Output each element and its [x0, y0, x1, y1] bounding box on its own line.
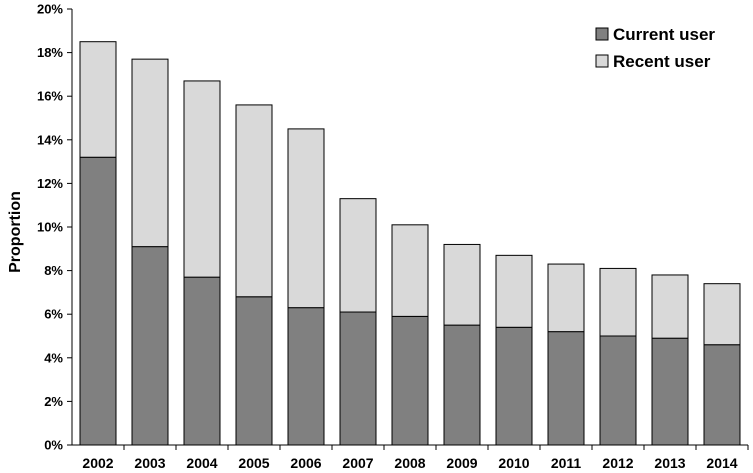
legend-label-recent-user: Recent user: [613, 52, 711, 71]
y-axis-label: Proportion: [7, 191, 24, 273]
bar-current-user-2014: [703, 344, 741, 446]
y-tick-label-8: 8%: [44, 263, 63, 278]
bar-recent-user-2014: [703, 283, 741, 346]
x-tick-label-2006: 2006: [290, 455, 321, 471]
y-ticks-group: 0% 2% 4% 6% 8% 10% 12% 14% 16% 18% 20%: [37, 2, 63, 453]
y-tick-label-16: 16%: [37, 89, 63, 104]
x-tick-label-2005: 2005: [238, 455, 269, 471]
bar-recent-user-2003: [131, 58, 169, 248]
y-tick-label-0: 0%: [44, 438, 63, 453]
x-tick-label-2004: 2004: [186, 455, 217, 471]
bar-current-user-2003: [131, 246, 169, 446]
legend-label-current-user: Current user: [613, 25, 715, 44]
bar-current-user-2013: [651, 337, 689, 446]
y-tick-label-20: 20%: [37, 2, 63, 17]
x-tick-label-2009: 2009: [446, 455, 477, 471]
x-tick-label-2003: 2003: [134, 455, 165, 471]
legend: Current user Recent user: [595, 25, 715, 71]
bar-current-user-2004: [183, 276, 221, 446]
bar-current-user-2006: [287, 307, 325, 446]
bar-recent-user-2011: [547, 263, 585, 333]
axes-group: [67, 8, 749, 450]
x-tick-label-2014: 2014: [706, 455, 737, 471]
legend-swatch-current-user: [595, 27, 609, 41]
bar-current-user-2005: [235, 296, 273, 446]
bar-current-user-2002: [79, 156, 117, 446]
bar-recent-user-2010: [495, 254, 533, 328]
bar-current-user-2007: [339, 311, 377, 446]
y-tick-label-6: 6%: [44, 307, 63, 322]
y-tick-label-14: 14%: [37, 132, 63, 147]
bar-recent-user-2013: [651, 274, 689, 339]
bar-current-user-2012: [599, 335, 637, 446]
x-tick-label-2007: 2007: [342, 455, 373, 471]
x-ticks-group: 2002 2003 2004 2005 2006 2007 2008 2009 2010 2011…: [82, 455, 737, 471]
y-tick-label-10: 10%: [37, 220, 63, 235]
bar-recent-user-2006: [287, 128, 325, 309]
x-tick-label-2011: 2011: [551, 455, 582, 471]
bar-recent-user-2009: [443, 243, 481, 326]
bar-recent-user-2012: [599, 267, 637, 337]
y-tick-label-18: 18%: [37, 45, 63, 60]
bars-group: [79, 41, 741, 446]
y-tick-label-12: 12%: [37, 176, 63, 191]
x-tick-label-2012: 2012: [602, 455, 633, 471]
y-tick-label-4: 4%: [44, 350, 63, 365]
legend-swatch-recent-user: [595, 54, 609, 68]
x-tick-label-2013: 2013: [654, 455, 685, 471]
bar-recent-user-2005: [235, 104, 273, 298]
bar-recent-user-2004: [183, 80, 221, 278]
bar-recent-user-2008: [391, 224, 429, 317]
y-tick-label-2: 2%: [44, 394, 63, 409]
bar-current-user-2010: [495, 326, 533, 446]
bar-recent-user-2007: [339, 198, 377, 313]
x-tick-label-2008: 2008: [394, 455, 425, 471]
bar-current-user-2011: [547, 331, 585, 446]
bar-current-user-2008: [391, 315, 429, 446]
bar-current-user-2009: [443, 324, 481, 446]
bar-recent-user-2002: [79, 41, 117, 158]
x-tick-label-2010: 2010: [498, 455, 529, 471]
x-tick-label-2002: 2002: [82, 455, 113, 471]
